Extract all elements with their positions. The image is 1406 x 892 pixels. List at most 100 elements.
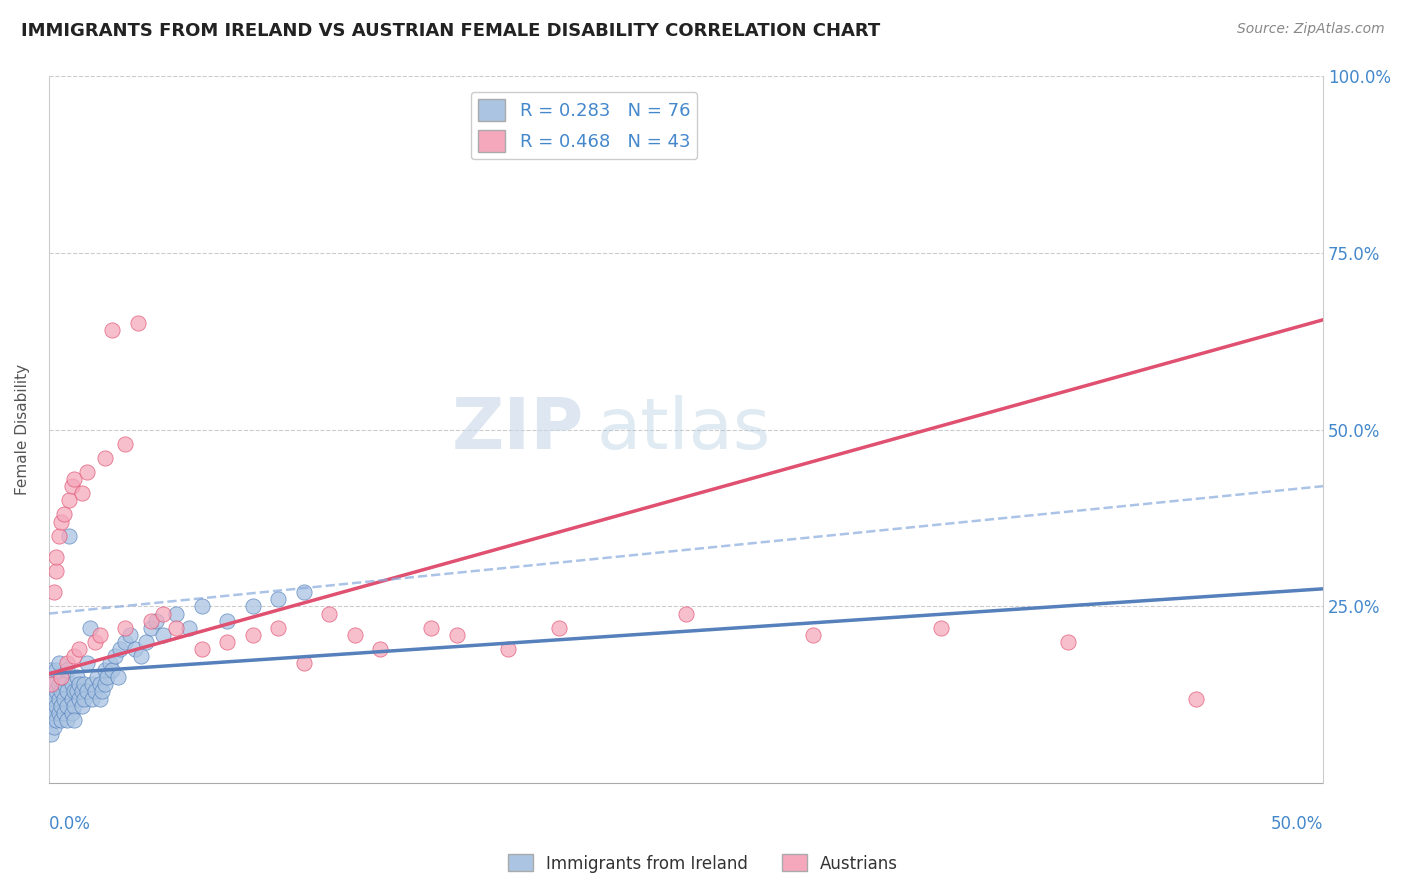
Point bbox=[51, 684, 73, 698]
Point bbox=[217, 635, 239, 649]
Point bbox=[83, 635, 105, 649]
Point bbox=[80, 691, 103, 706]
Point bbox=[53, 706, 76, 720]
Point bbox=[108, 642, 131, 657]
Point bbox=[190, 642, 212, 657]
Point bbox=[53, 508, 76, 522]
Point bbox=[242, 628, 264, 642]
Point bbox=[70, 698, 93, 713]
Point bbox=[165, 607, 187, 621]
Point bbox=[124, 642, 146, 657]
Y-axis label: Female Disability: Female Disability bbox=[15, 364, 30, 495]
Point bbox=[63, 648, 86, 663]
Point bbox=[63, 698, 86, 713]
Point bbox=[114, 635, 136, 649]
Point bbox=[91, 684, 114, 698]
Text: IMMIGRANTS FROM IRELAND VS AUSTRIAN FEMALE DISABILITY CORRELATION CHART: IMMIGRANTS FROM IRELAND VS AUSTRIAN FEMA… bbox=[21, 22, 880, 40]
Point bbox=[55, 663, 77, 677]
Point bbox=[152, 628, 174, 642]
Legend: R = 0.283   N = 76, R = 0.468   N = 43: R = 0.283 N = 76, R = 0.468 N = 43 bbox=[471, 92, 697, 159]
Point bbox=[217, 614, 239, 628]
Point bbox=[39, 713, 62, 727]
Point bbox=[55, 698, 77, 713]
Point bbox=[60, 706, 83, 720]
Point bbox=[114, 621, 136, 635]
Point bbox=[101, 663, 124, 677]
Point bbox=[39, 727, 62, 741]
Point bbox=[94, 450, 117, 465]
Point bbox=[39, 684, 62, 698]
Text: 0.0%: 0.0% bbox=[49, 815, 90, 833]
Point bbox=[446, 628, 468, 642]
Point bbox=[420, 621, 443, 635]
Point bbox=[165, 621, 187, 635]
Point bbox=[45, 564, 67, 578]
Point bbox=[96, 670, 118, 684]
Point bbox=[45, 713, 67, 727]
Point bbox=[135, 635, 157, 649]
Point bbox=[58, 493, 80, 508]
Point bbox=[63, 684, 86, 698]
Point bbox=[42, 706, 65, 720]
Point bbox=[145, 614, 167, 628]
Point bbox=[76, 656, 98, 670]
Point bbox=[101, 323, 124, 337]
Point bbox=[152, 607, 174, 621]
Point bbox=[76, 684, 98, 698]
Point bbox=[343, 628, 366, 642]
Point bbox=[58, 529, 80, 543]
Point bbox=[51, 713, 73, 727]
Point bbox=[127, 316, 149, 330]
Point bbox=[89, 628, 111, 642]
Point bbox=[45, 549, 67, 564]
Point bbox=[89, 691, 111, 706]
Point bbox=[45, 698, 67, 713]
Point bbox=[51, 515, 73, 529]
Point bbox=[73, 677, 96, 691]
Point bbox=[51, 670, 73, 684]
Point bbox=[929, 621, 952, 635]
Point bbox=[1057, 635, 1080, 649]
Point bbox=[104, 648, 127, 663]
Point bbox=[70, 684, 93, 698]
Point bbox=[63, 472, 86, 486]
Point bbox=[547, 621, 569, 635]
Point bbox=[48, 706, 70, 720]
Point bbox=[48, 691, 70, 706]
Point bbox=[86, 670, 108, 684]
Point bbox=[139, 614, 162, 628]
Point bbox=[80, 677, 103, 691]
Point bbox=[60, 691, 83, 706]
Point bbox=[53, 691, 76, 706]
Point bbox=[48, 656, 70, 670]
Point bbox=[177, 621, 200, 635]
Point bbox=[242, 599, 264, 614]
Point bbox=[51, 670, 73, 684]
Point bbox=[48, 677, 70, 691]
Point bbox=[55, 684, 77, 698]
Point bbox=[94, 677, 117, 691]
Point bbox=[368, 642, 391, 657]
Point bbox=[51, 698, 73, 713]
Point bbox=[79, 621, 101, 635]
Point bbox=[67, 677, 90, 691]
Point bbox=[73, 691, 96, 706]
Point bbox=[675, 607, 697, 621]
Point bbox=[42, 585, 65, 599]
Point bbox=[129, 648, 152, 663]
Point bbox=[496, 642, 519, 657]
Point bbox=[98, 656, 121, 670]
Point bbox=[83, 684, 105, 698]
Text: 50.0%: 50.0% bbox=[1271, 815, 1323, 833]
Point bbox=[55, 713, 77, 727]
Point bbox=[55, 656, 77, 670]
Point bbox=[190, 599, 212, 614]
Point bbox=[67, 642, 90, 657]
Point bbox=[53, 677, 76, 691]
Point bbox=[803, 628, 825, 642]
Text: atlas: atlas bbox=[596, 395, 770, 464]
Point bbox=[42, 691, 65, 706]
Point bbox=[107, 670, 129, 684]
Legend: Immigrants from Ireland, Austrians: Immigrants from Ireland, Austrians bbox=[502, 847, 904, 880]
Point bbox=[76, 465, 98, 479]
